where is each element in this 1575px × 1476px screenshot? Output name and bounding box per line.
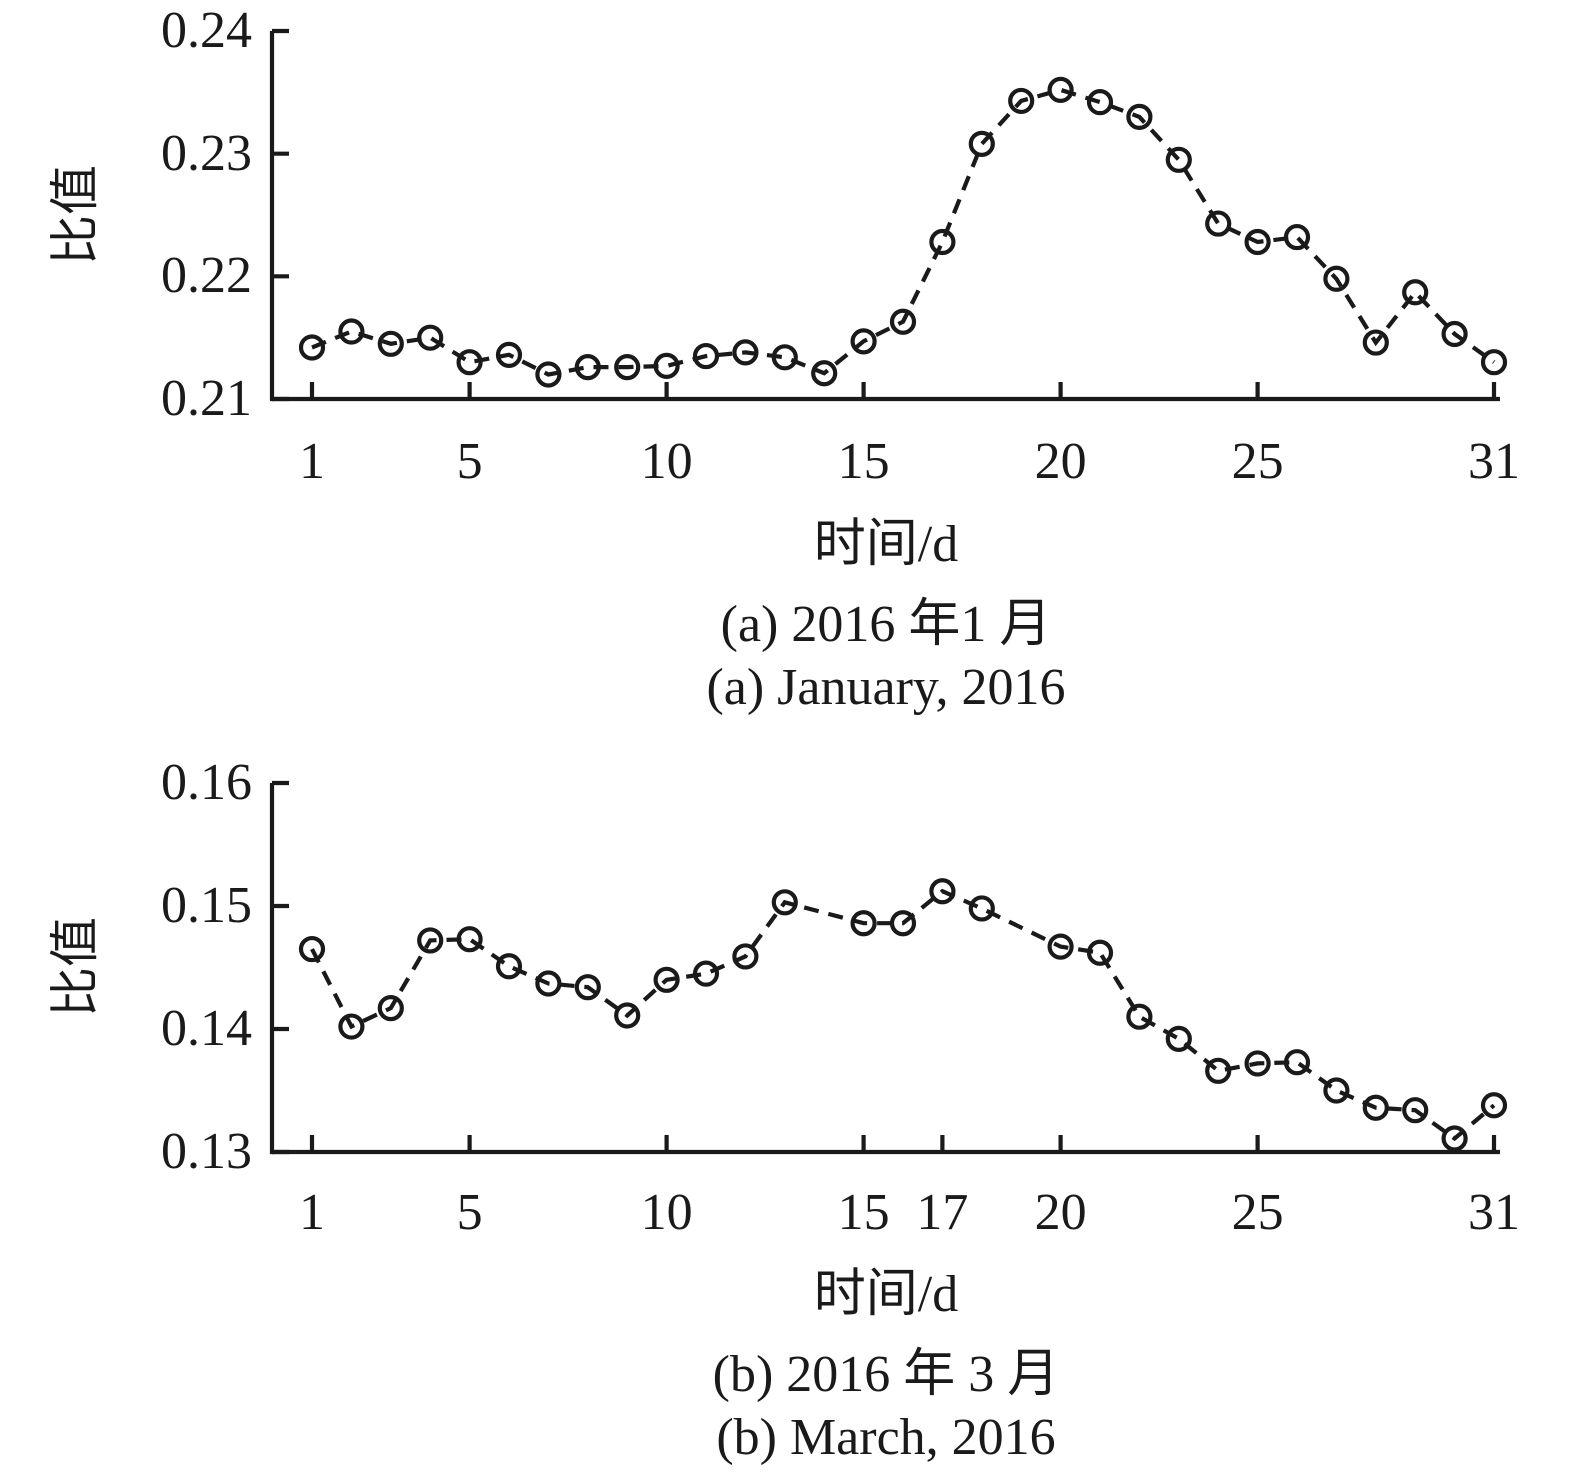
x-tick-label: 31 bbox=[1468, 433, 1520, 490]
data-point-marker bbox=[1086, 89, 1114, 116]
x-tick-label: 10 bbox=[640, 433, 693, 490]
x-tick-label: 15 bbox=[837, 433, 890, 490]
chart-a-ylabel: 比值 bbox=[47, 165, 103, 265]
data-point-marker bbox=[1047, 76, 1074, 103]
x-tick-label: 20 bbox=[1034, 1184, 1087, 1241]
data-point-marker bbox=[1126, 1003, 1153, 1030]
y-tick-label: 0.24 bbox=[161, 2, 252, 59]
chart-b-plot bbox=[269, 780, 1508, 1155]
chart-b-ylabel: 比值 bbox=[47, 917, 103, 1017]
data-point-marker bbox=[1205, 210, 1232, 237]
x-tick-label: 20 bbox=[1034, 433, 1087, 490]
x-tick-label: 25 bbox=[1231, 433, 1284, 490]
chart-b-caption-zh: (b) 2016 年 3 月 bbox=[712, 1346, 1060, 1403]
x-tick-label: 1 bbox=[299, 433, 325, 490]
chart-a-xlabel: 时间/d bbox=[813, 516, 959, 573]
data-point-marker bbox=[417, 324, 444, 351]
dashed-series-line bbox=[311, 87, 1496, 377]
data-point-marker bbox=[298, 935, 326, 963]
data-point-marker bbox=[968, 895, 995, 922]
x-tick-label: 1 bbox=[299, 1184, 325, 1241]
chart-b-xlabel: 时间/d bbox=[813, 1266, 959, 1323]
data-point-marker bbox=[929, 228, 956, 256]
x-tick-label: 25 bbox=[1231, 1184, 1284, 1241]
x-tick-label: 15 bbox=[837, 1184, 890, 1241]
data-point-marker bbox=[338, 318, 365, 345]
y-tick-label: 0.13 bbox=[161, 1123, 252, 1180]
x-tick-label: 5 bbox=[456, 433, 483, 490]
chart-a-caption-zh: (a) 2016 年1 月 bbox=[720, 596, 1052, 653]
data-point-marker bbox=[1480, 1092, 1508, 1119]
x-tick-label: 10 bbox=[640, 1184, 693, 1241]
y-tick-label: 0.15 bbox=[161, 877, 252, 934]
x-tick-label: 31 bbox=[1468, 1184, 1520, 1241]
x-tick-label: 5 bbox=[456, 1184, 483, 1241]
dashed-series-line bbox=[310, 888, 1496, 1142]
y-tick-label: 0.14 bbox=[161, 1000, 252, 1057]
x-tick-label: 17 bbox=[916, 1184, 969, 1241]
y-tick-label: 0.23 bbox=[161, 124, 252, 182]
chart-b-caption-en: (b) March, 2016 bbox=[716, 1409, 1056, 1466]
y-tick-label: 0.16 bbox=[161, 754, 252, 811]
y-tick-label: 0.22 bbox=[161, 247, 252, 305]
chart-a-caption-en: (a) January, 2016 bbox=[706, 659, 1066, 716]
chart-a-plot bbox=[269, 28, 1508, 402]
y-tick-label: 0.21 bbox=[161, 370, 252, 427]
